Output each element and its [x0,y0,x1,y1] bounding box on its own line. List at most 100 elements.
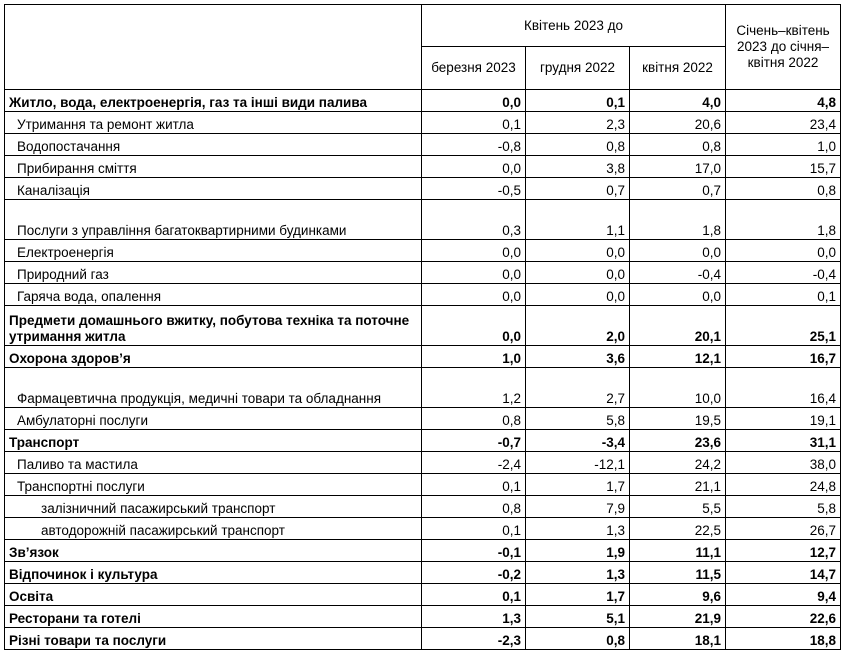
cell-value: 7,9 [525,495,630,518]
cell-value: 1,7 [525,583,630,606]
cell-value: 2,0 [525,305,630,346]
cell-value: -0,8 [421,133,526,156]
table-row: Водопостачання -0,8 0,8 0,8 1,0 [4,133,842,156]
row-label: Освіта [4,583,422,606]
cell-value: 1,8 [725,199,842,240]
cell-value: 0,0 [628,239,727,262]
cell-value: 21,9 [628,605,727,628]
row-label: Житло, вода, електроенергія, газ та інші… [4,89,422,112]
cell-value: 1,0 [725,133,842,156]
table-row: автодорожній пасажирський транспорт 0,1 … [4,517,842,540]
table-row: Паливо та мастила -2,4 -12,1 24,2 38,0 [4,451,842,474]
cell-value: 1,3 [421,605,526,628]
cell-value: 15,7 [725,155,842,178]
price-index-table: Квітень 2023 до Січень–квітень 2023 до с… [4,4,842,650]
cell-value: 1,3 [525,517,630,540]
table-row: Транспорт -0,7 -3,4 23,6 31,1 [4,429,842,452]
cell-value: 1,0 [421,345,526,368]
cell-value: 38,0 [725,451,842,474]
cell-value: -2,4 [421,451,526,474]
cell-value: -0,1 [421,539,526,562]
row-label: Послуги з управління багатоквартирними б… [4,199,422,240]
cell-value: 0,0 [421,239,526,262]
row-label: Різні товари та послуги [4,627,422,650]
cell-value: 0,8 [725,177,842,200]
cell-value: 0,0 [421,283,526,306]
table-row: Предмети домашнього вжитку, побутова тех… [4,305,842,346]
group-header: Квітень 2023 до [420,4,727,47]
col-header-april: квітня 2022 [628,46,727,90]
cell-value: 24,8 [725,473,842,496]
cell-value: 5,1 [525,605,630,628]
table-row: Фармацевтична продукція, медичні товари … [4,367,842,408]
row-label: Ресторани та готелі [4,605,422,628]
table-row: Природний газ 0,0 0,0 -0,4 -0,4 [4,261,842,284]
cell-value: 31,1 [725,429,842,452]
cell-value: 1,7 [525,473,630,496]
cell-value: -2,3 [421,627,526,650]
cell-value: 4,0 [628,89,727,112]
col-header-march: березня 2023 [421,46,526,90]
row-label: автодорожній пасажирський транспорт [4,517,422,540]
row-label: Прибирання сміття [4,155,422,178]
cell-value: 12,1 [628,345,727,368]
cell-value: 0,8 [628,133,727,156]
cell-value: 23,4 [725,111,842,134]
row-label: Транспорт [4,429,422,452]
row-label: Амбулаторні послуги [4,407,422,430]
cell-value: 19,5 [628,407,727,430]
cell-value: 1,1 [525,199,630,240]
cell-value: 3,6 [525,345,630,368]
cell-value: 0,1 [421,473,526,496]
col-header-december: грудня 2022 [525,46,630,90]
cell-value: 0,0 [421,89,526,112]
cell-value: 26,7 [725,517,842,540]
cell-value: 0,0 [628,283,727,306]
table-row: Ресторани та готелі 1,3 5,1 21,9 22,6 [4,605,842,628]
cell-value: 1,2 [421,367,526,408]
cell-value: 20,1 [628,305,727,346]
cell-value: 0,3 [421,199,526,240]
cell-value: 0,8 [421,495,526,518]
cell-value: 0,1 [525,89,630,112]
cell-value: 17,0 [628,155,727,178]
cell-value: 22,6 [725,605,842,628]
cell-value: 25,1 [725,305,842,346]
row-label: Зв’язок [4,539,422,562]
ytd-header: Січень–квітень 2023 до січня–квітня 2022 [725,4,842,90]
row-label: Каналізація [4,177,422,200]
cell-value: 21,1 [628,473,727,496]
cell-value: -0,4 [628,261,727,284]
cell-value: 0,7 [628,177,727,200]
cell-value: 0,0 [525,239,630,262]
cell-value: 11,1 [628,539,727,562]
cell-value: 0,0 [525,283,630,306]
row-label: Електроенергія [4,239,422,262]
cell-value: 0,8 [525,627,630,650]
cell-value: 12,7 [725,539,842,562]
cell-value: 10,0 [628,367,727,408]
cell-value: 0,1 [725,283,842,306]
cell-value: 0,0 [525,261,630,284]
cell-value: -0,7 [421,429,526,452]
row-label: Фармацевтична продукція, медичні товари … [4,367,422,408]
table-row: Зв’язок -0,1 1,9 11,1 12,7 [4,539,842,562]
cell-value: 19,1 [725,407,842,430]
cell-value: 11,5 [628,561,727,584]
table-row: Різні товари та послуги -2,3 0,8 18,1 18… [4,627,842,650]
category-header [4,4,422,90]
table-row: Освіта 0,1 1,7 9,6 9,4 [4,583,842,606]
cell-value: 3,8 [525,155,630,178]
cell-value: 1,8 [628,199,727,240]
cell-value: 5,8 [525,407,630,430]
cell-value: 2,3 [525,111,630,134]
cell-value: 0,8 [421,407,526,430]
cell-value: 4,8 [725,89,842,112]
row-label: Охорона здоров’я [4,345,422,368]
row-label: Транспортні послуги [4,473,422,496]
table-row: залізничний пасажирський транспорт 0,8 7… [4,495,842,518]
row-label: залізничний пасажирський транспорт [4,495,422,518]
table-row: Прибирання сміття 0,0 3,8 17,0 15,7 [4,155,842,178]
cell-value: 0,8 [525,133,630,156]
cell-value: 1,3 [525,561,630,584]
